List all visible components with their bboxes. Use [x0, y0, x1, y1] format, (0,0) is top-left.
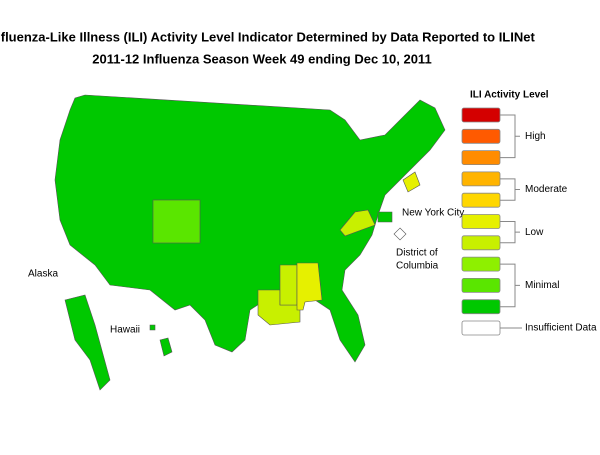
legend-swatch — [461, 277, 501, 293]
legend-swatch — [461, 320, 501, 336]
title: Influenza-Like Illness (ILI) Activity Le… — [0, 29, 535, 44]
legend-swatch — [461, 107, 501, 123]
legend-bracket — [500, 114, 520, 159]
map-label: Alaska — [28, 269, 58, 280]
states — [54, 94, 446, 363]
map-label: Hawaii — [110, 325, 140, 336]
legend-label: Minimal — [525, 280, 559, 291]
legend-label: Insufficient Data — [525, 323, 597, 334]
legend-label: High — [525, 131, 546, 142]
legend-bracket — [500, 263, 520, 308]
colorado — [152, 199, 201, 244]
virginia — [339, 209, 376, 237]
legend-swatch — [461, 192, 501, 208]
new-york-city — [377, 211, 393, 223]
legend-bracket — [500, 221, 520, 244]
legend-swatch — [461, 235, 501, 251]
legend-swatch — [461, 256, 501, 272]
legend: High Moderate Low Minimal Insufficient Data — [461, 107, 597, 336]
legend-label: Low — [525, 227, 544, 238]
legend-swatch — [461, 150, 501, 166]
mississippi — [279, 264, 298, 306]
legend-swatch — [461, 299, 501, 315]
legend-label: Moderate — [525, 184, 568, 195]
legend-swatch — [461, 128, 501, 144]
alabama — [296, 262, 323, 311]
legend-swatch — [461, 214, 501, 229]
hawaii-islet — [149, 324, 156, 331]
us-map — [54, 94, 446, 391]
map-label: District of — [396, 248, 438, 259]
subtitle: 2011-12 Influenza Season Week 49 ending … — [92, 51, 431, 66]
map-label: Columbia — [396, 261, 439, 272]
district-of-columbia — [393, 227, 407, 241]
alaska — [64, 294, 111, 391]
map-label: New York City — [402, 208, 464, 219]
legend-swatch — [461, 171, 501, 187]
legend-bracket — [500, 178, 520, 201]
hawaii — [159, 337, 173, 357]
legend-title: ILI Activity Level — [470, 90, 549, 101]
connecticut — [402, 171, 421, 193]
